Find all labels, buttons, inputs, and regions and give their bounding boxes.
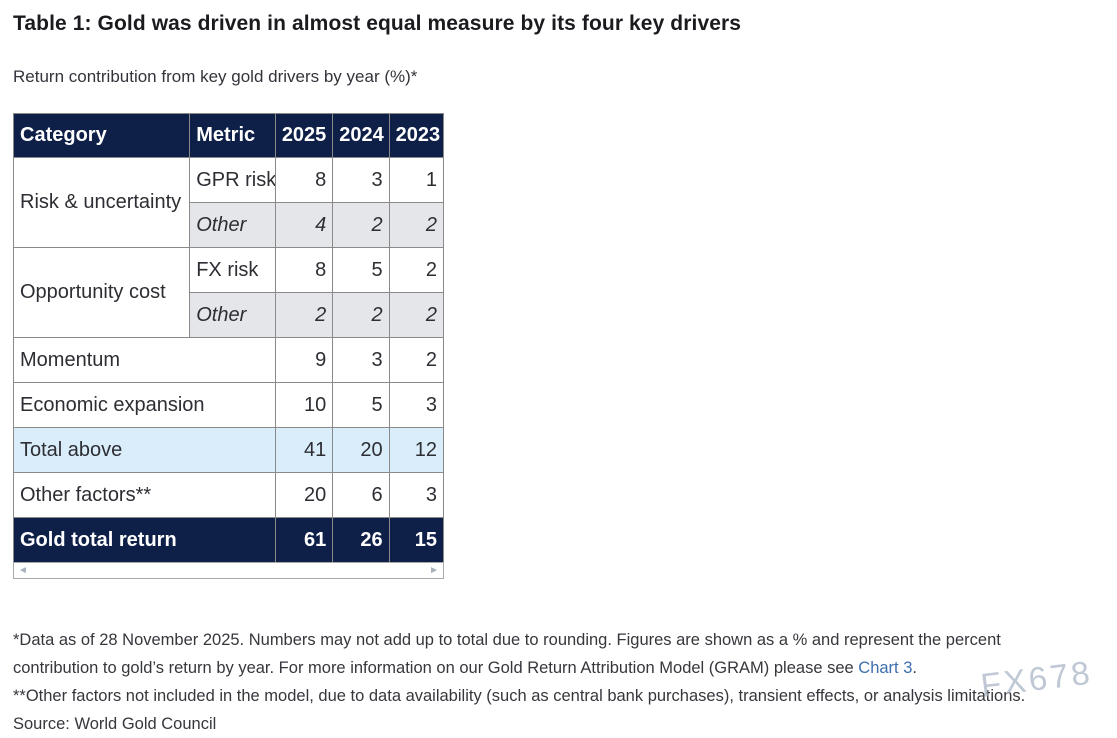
value-cell-2023: 2 — [388, 292, 445, 338]
column-header-category: Category — [12, 113, 191, 158]
footnote-other-factors: **Other factors not included in the mode… — [13, 687, 1026, 705]
value-cell-2025: 9 — [274, 337, 334, 383]
value-cell-2025: 10 — [274, 382, 334, 428]
value-cell-2025: 8 — [274, 157, 334, 203]
gold-drivers-table-container: Category Metric 2025 2024 2023 Risk & un… — [12, 113, 445, 579]
value-cell-2024: 2 — [332, 292, 390, 338]
gold-drivers-table: Category Metric 2025 2024 2023 Risk & un… — [12, 113, 445, 563]
footnote-line-2-text: contribution to gold’s return by year. F… — [13, 659, 859, 677]
scroll-left-arrow-icon[interactable]: ◄ — [18, 565, 28, 576]
column-header-2023: 2023 — [388, 113, 445, 158]
value-cell-2024: 20 — [332, 427, 390, 473]
metric-cell: FX risk — [189, 247, 276, 293]
value-cell-2023: 2 — [388, 202, 445, 248]
value-cell-2024: 5 — [332, 247, 390, 293]
value-cell-2023: 3 — [388, 382, 445, 428]
value-cell-2024: 5 — [332, 382, 390, 428]
footnote-line-2-period: . — [912, 659, 917, 677]
value-cell-2025: 8 — [274, 247, 334, 293]
value-cell-2025: 2 — [274, 292, 334, 338]
chart-3-link[interactable]: Chart 3 — [858, 659, 913, 677]
metric-cell: Other — [189, 202, 276, 248]
category-cell: Total above — [13, 427, 276, 473]
table-row-opportunity-cost: Opportunity cost FX risk 8 5 2 — [12, 247, 445, 338]
value-cell-2023: 2 — [388, 247, 445, 293]
footnote-data-line-1: *Data as of 28 November 2025. Numbers ma… — [13, 631, 1001, 649]
column-header-metric: Metric — [189, 113, 276, 158]
category-cell: Risk & uncertainty — [12, 157, 191, 248]
table-subtitle: Return contribution from key gold driver… — [13, 67, 418, 86]
table-row-total-above: Total above 41 20 12 — [13, 427, 445, 473]
table-row-risk-uncertainty: Risk & uncertainty GPR risk 8 3 1 — [12, 157, 445, 248]
table-row-momentum: Momentum 9 3 2 — [13, 337, 445, 383]
table-row-gold-total-return: Gold total return 61 26 15 — [13, 517, 445, 563]
value-cell-2023: 12 — [388, 427, 445, 473]
category-cell: Opportunity cost — [12, 247, 191, 338]
value-cell-2023: 15 — [388, 517, 445, 563]
category-cell: Economic expansion — [13, 382, 276, 428]
column-header-2024: 2024 — [332, 113, 390, 158]
column-header-2025: 2025 — [274, 113, 334, 158]
value-cell-2024: 26 — [332, 517, 390, 563]
value-cell-2024: 3 — [332, 157, 390, 203]
value-cell-2025: 4 — [274, 202, 334, 248]
table-row-economic-expansion: Economic expansion 10 5 3 — [13, 382, 445, 428]
metric-cell: GPR risk — [189, 157, 276, 203]
value-cell-2024: 2 — [332, 202, 390, 248]
table-row-risk-other: Other 4 2 2 — [14, 202, 445, 248]
horizontal-scrollbar[interactable]: ◄ ► — [13, 562, 444, 579]
value-cell-2024: 3 — [332, 337, 390, 383]
header-row: Category Metric 2025 2024 2023 — [12, 113, 445, 158]
footnotes-block: *Data as of 28 November 2025. Numbers ma… — [13, 626, 1104, 738]
scroll-right-arrow-icon[interactable]: ► — [429, 565, 439, 576]
value-cell-2024: 6 — [332, 472, 390, 518]
value-cell-2023: 3 — [388, 472, 445, 518]
value-cell-2025: 61 — [274, 517, 334, 563]
category-cell: Momentum — [13, 337, 276, 383]
category-cell: Gold total return — [13, 517, 276, 563]
footnote-data-line-2: contribution to gold’s return by year. F… — [13, 654, 1104, 682]
metric-cell: Other — [189, 292, 276, 338]
table-title: Table 1: Gold was driven in almost equal… — [13, 12, 742, 35]
value-cell-2023: 2 — [388, 337, 445, 383]
value-cell-2025: 41 — [274, 427, 334, 473]
category-cell: Other factors** — [13, 472, 276, 518]
value-cell-2025: 20 — [274, 472, 334, 518]
source-line: Source: World Gold Council — [13, 715, 217, 733]
table-row-other-factors: Other factors** 20 6 3 — [13, 472, 445, 518]
value-cell-2023: 1 — [388, 157, 445, 203]
